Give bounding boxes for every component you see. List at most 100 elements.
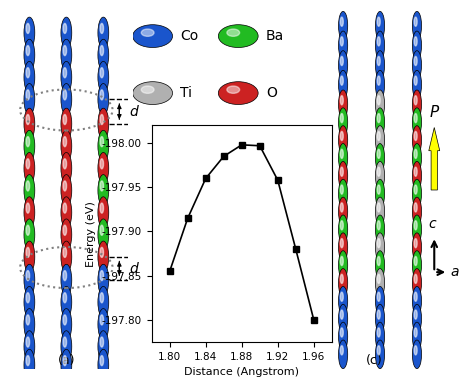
FancyArrow shape [429, 127, 440, 190]
Text: Ba: Ba [266, 29, 284, 43]
X-axis label: Distance (Angstrom): Distance (Angstrom) [184, 367, 299, 377]
Circle shape [100, 90, 103, 100]
Circle shape [100, 137, 103, 147]
Circle shape [26, 203, 29, 213]
Circle shape [414, 17, 417, 26]
Circle shape [340, 114, 343, 123]
Circle shape [414, 256, 417, 266]
Circle shape [98, 264, 109, 296]
Circle shape [100, 337, 103, 347]
Circle shape [338, 233, 348, 261]
Circle shape [26, 24, 29, 33]
Circle shape [141, 86, 154, 93]
Circle shape [26, 225, 29, 235]
Circle shape [412, 90, 421, 119]
Circle shape [375, 70, 384, 99]
Circle shape [98, 287, 109, 318]
Circle shape [412, 126, 421, 154]
Circle shape [61, 197, 72, 228]
Circle shape [63, 271, 66, 281]
Circle shape [414, 149, 417, 158]
Circle shape [338, 322, 348, 351]
Circle shape [340, 37, 343, 46]
Circle shape [61, 84, 72, 115]
Circle shape [63, 90, 66, 100]
Circle shape [377, 346, 380, 355]
Circle shape [24, 241, 35, 272]
Circle shape [24, 219, 35, 250]
Circle shape [98, 152, 109, 184]
Circle shape [141, 29, 154, 36]
Circle shape [375, 215, 384, 244]
Circle shape [26, 137, 29, 147]
Circle shape [340, 292, 343, 301]
Circle shape [26, 46, 29, 55]
Circle shape [61, 219, 72, 250]
Circle shape [338, 287, 348, 315]
Circle shape [63, 247, 66, 257]
Circle shape [338, 90, 348, 119]
Circle shape [412, 70, 421, 99]
Circle shape [26, 159, 29, 169]
Circle shape [24, 287, 35, 318]
Circle shape [412, 251, 421, 279]
Circle shape [412, 287, 421, 315]
Circle shape [377, 310, 380, 319]
Circle shape [340, 185, 343, 194]
Circle shape [340, 328, 343, 337]
Circle shape [414, 37, 417, 46]
Circle shape [26, 315, 29, 325]
Text: O: O [266, 86, 277, 100]
Circle shape [98, 309, 109, 340]
Circle shape [98, 349, 109, 380]
Circle shape [412, 233, 421, 261]
Circle shape [24, 349, 35, 380]
Circle shape [100, 225, 103, 235]
Circle shape [340, 221, 343, 230]
Circle shape [377, 221, 380, 230]
Circle shape [375, 340, 384, 369]
Circle shape [100, 203, 103, 213]
Circle shape [63, 68, 66, 78]
Circle shape [98, 331, 109, 362]
Circle shape [340, 310, 343, 319]
Circle shape [24, 108, 35, 139]
Text: $c$: $c$ [428, 217, 438, 231]
Text: $a$: $a$ [450, 265, 459, 279]
Circle shape [24, 331, 35, 362]
Circle shape [24, 130, 35, 162]
Circle shape [61, 17, 72, 49]
Circle shape [63, 46, 66, 55]
Circle shape [26, 271, 29, 281]
Text: $d$: $d$ [129, 104, 140, 119]
Circle shape [63, 337, 66, 347]
Circle shape [375, 322, 384, 351]
Circle shape [100, 356, 103, 366]
Circle shape [133, 82, 173, 105]
Circle shape [26, 247, 29, 257]
Circle shape [100, 315, 103, 325]
Circle shape [338, 251, 348, 279]
Circle shape [24, 264, 35, 296]
Circle shape [338, 144, 348, 172]
Circle shape [61, 331, 72, 362]
Circle shape [26, 293, 29, 303]
Circle shape [63, 203, 66, 213]
Circle shape [100, 293, 103, 303]
Circle shape [375, 233, 384, 261]
Circle shape [375, 197, 384, 226]
Y-axis label: Energy (eV): Energy (eV) [86, 201, 96, 267]
Circle shape [63, 356, 66, 366]
Circle shape [61, 241, 72, 272]
Circle shape [227, 86, 240, 93]
Circle shape [26, 68, 29, 78]
Circle shape [414, 203, 417, 212]
Circle shape [63, 137, 66, 147]
Circle shape [414, 274, 417, 283]
Circle shape [98, 175, 109, 206]
Circle shape [412, 31, 421, 60]
Circle shape [414, 131, 417, 141]
Circle shape [63, 315, 66, 325]
Text: $d$: $d$ [129, 261, 140, 276]
Circle shape [98, 197, 109, 228]
